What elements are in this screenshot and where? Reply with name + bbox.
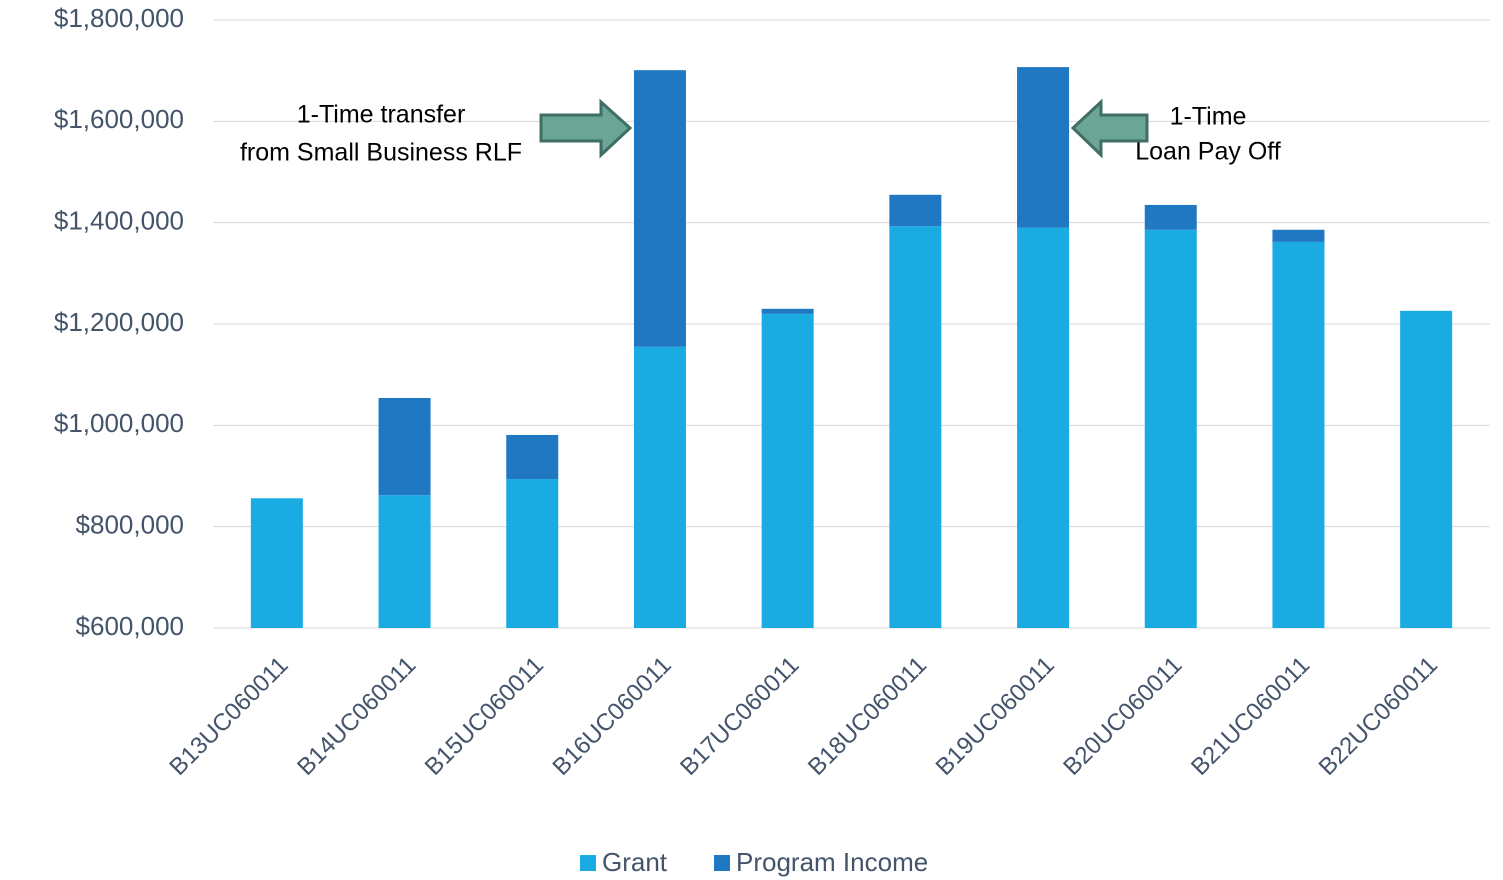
y-tick-label: $1,800,000 <box>54 3 184 33</box>
x-tick-label: B21UC060011 <box>1186 652 1315 781</box>
y-tick-label: $800,000 <box>76 510 184 540</box>
annotation-arrow <box>539 98 633 159</box>
bar-segment <box>1017 227 1070 628</box>
bars <box>250 67 1453 629</box>
y-tick-label: $1,200,000 <box>54 307 184 337</box>
bar-segment <box>506 434 559 480</box>
legend: Grant Program Income <box>580 847 928 877</box>
bar-segment <box>633 70 686 347</box>
bar-segment <box>250 498 303 628</box>
x-tick-label: B18UC060011 <box>803 652 932 781</box>
annotation-text: from Small Business RLF <box>240 139 522 167</box>
x-tick-label: B16UC060011 <box>548 652 677 781</box>
x-tick-label: B15UC060011 <box>420 652 549 781</box>
legend-swatch <box>580 855 596 871</box>
bar-segment <box>378 397 431 496</box>
y-tick-label: $1,600,000 <box>54 104 184 134</box>
bar-segment <box>1144 204 1197 230</box>
bar-segment <box>761 308 814 314</box>
bar-segment <box>506 479 559 628</box>
bar-segment <box>1144 229 1197 628</box>
legend-swatch <box>714 855 730 871</box>
x-tick-label: B14UC060011 <box>292 652 421 781</box>
legend-label: Grant <box>602 847 668 877</box>
y-tick-label: $1,400,000 <box>54 206 184 236</box>
y-tick-label: $600,000 <box>76 611 184 641</box>
legend-label: Program Income <box>736 847 928 877</box>
annotation-text: 1-Time <box>1170 103 1247 131</box>
annotation-text: 1-Time transfer <box>297 101 466 129</box>
bar-segment <box>1400 310 1453 628</box>
annotation-text: Loan Pay Off <box>1135 138 1281 166</box>
x-tick-label: B13UC060011 <box>164 652 293 781</box>
bar-segment <box>1017 67 1070 228</box>
bar-segment <box>378 495 431 628</box>
bar-segment <box>1272 229 1325 242</box>
bar-segment <box>1272 241 1325 629</box>
bar-segment <box>889 194 942 227</box>
bar-segment <box>633 346 686 628</box>
x-tick-label: B20UC060011 <box>1058 652 1187 781</box>
bar-segment <box>761 313 814 628</box>
x-tick-label: B17UC060011 <box>675 652 804 781</box>
annotation-arrow <box>1070 98 1149 159</box>
bar-segment <box>889 226 942 629</box>
x-tick-label: B19UC060011 <box>931 652 1060 781</box>
x-tick-label: B22UC060011 <box>1314 652 1443 781</box>
y-tick-label: $1,000,000 <box>54 408 184 438</box>
